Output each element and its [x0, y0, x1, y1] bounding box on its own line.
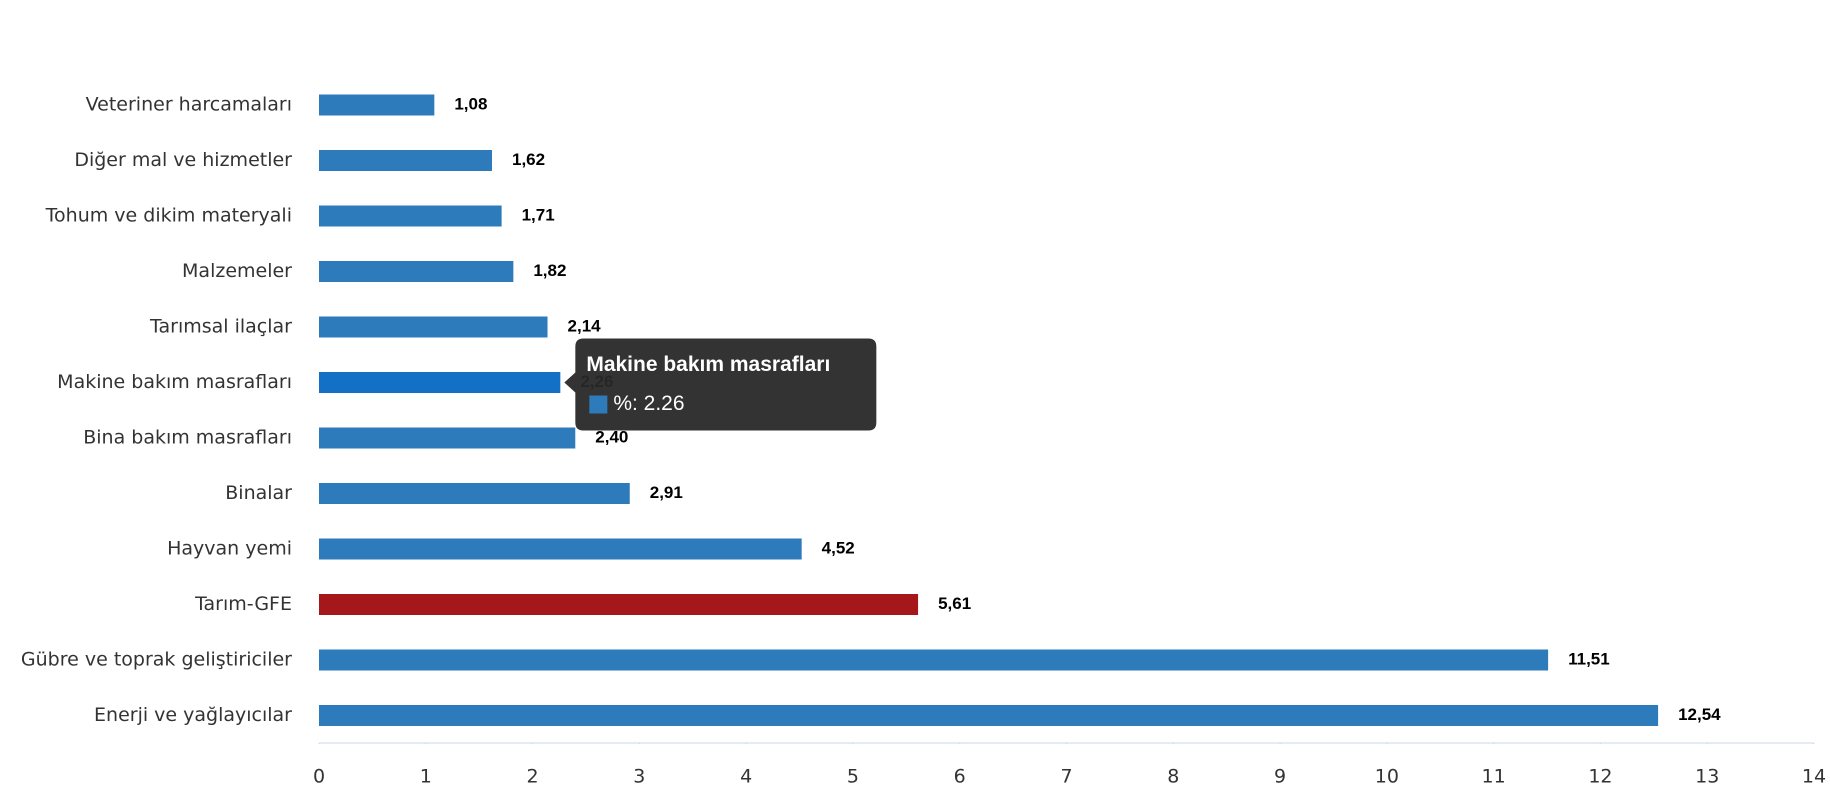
x-tick-label: 13 [1695, 766, 1719, 788]
y-tick-label: Veteriner harcamaları [86, 94, 292, 116]
y-tick-label: Tarımsal ilaçlar [149, 316, 292, 338]
x-tick-label: 3 [633, 766, 645, 788]
value-label: 1,08 [454, 94, 487, 113]
y-tick-label: Hayvan yemi [167, 538, 292, 560]
bar [319, 483, 630, 504]
y-tick-label: Bina bakım masrafları [83, 427, 292, 449]
y-tick-label: Makine bakım masrafları [57, 371, 292, 393]
bar [319, 94, 435, 116]
value-label: 12,54 [1678, 705, 1721, 724]
x-tick-label: 14 [1802, 766, 1826, 788]
bar [319, 150, 492, 171]
x-tick-label: 5 [847, 766, 859, 788]
tooltip: Makine bakım masrafları %: 2.26 [564, 338, 877, 431]
tooltip-swatch [589, 395, 608, 414]
bar [319, 427, 576, 449]
value-label: 2,14 [568, 316, 602, 335]
value-label: 1,82 [533, 261, 566, 280]
y-tick-label: Gübre ve toprak geliştiriciler [21, 649, 292, 671]
x-tick-label: 9 [1274, 766, 1286, 788]
x-tick-label: 1 [420, 766, 432, 788]
tooltip-text: %: 2.26 [613, 392, 684, 415]
y-tick-label: Tarım-GFE [194, 593, 292, 615]
bar [319, 261, 514, 282]
value-label: 4,52 [822, 538, 855, 557]
value-label: 11,51 [1568, 649, 1610, 668]
y-tick-label: Binalar [225, 482, 292, 504]
bar [319, 649, 1549, 671]
value-label: 1,62 [512, 150, 545, 169]
y-tick-label: Diğer mal ve hizmetler [74, 149, 292, 171]
bar [319, 372, 561, 393]
y-tick-label: Tohum ve dikim materyali [45, 205, 292, 227]
value-label: 2,91 [650, 483, 683, 502]
x-tick-label: 11 [1482, 766, 1506, 788]
bar [319, 316, 548, 338]
y-tick-label: Enerji ve yağlayıcılar [94, 704, 292, 726]
value-label: 2,40 [595, 427, 628, 446]
bar [319, 705, 1659, 726]
x-tick-label: 2 [527, 766, 539, 788]
x-tick-label: 6 [954, 766, 966, 788]
x-tick-label: 8 [1167, 766, 1179, 788]
x-tick-label: 4 [740, 766, 752, 788]
tooltip-box [564, 338, 877, 431]
bar [319, 538, 802, 560]
x-tick-label: 0 [313, 766, 325, 788]
tooltip-title: Makine bakım masrafları [586, 353, 830, 376]
value-label: 1,71 [522, 205, 555, 224]
x-tick-label: 12 [1588, 766, 1612, 788]
x-tick-label: 7 [1060, 766, 1072, 788]
y-tick-label: Malzemeler [182, 260, 292, 282]
bar [319, 594, 919, 615]
x-tick-label: 10 [1375, 766, 1399, 788]
bar [319, 205, 502, 227]
value-label: 5,61 [938, 594, 971, 613]
